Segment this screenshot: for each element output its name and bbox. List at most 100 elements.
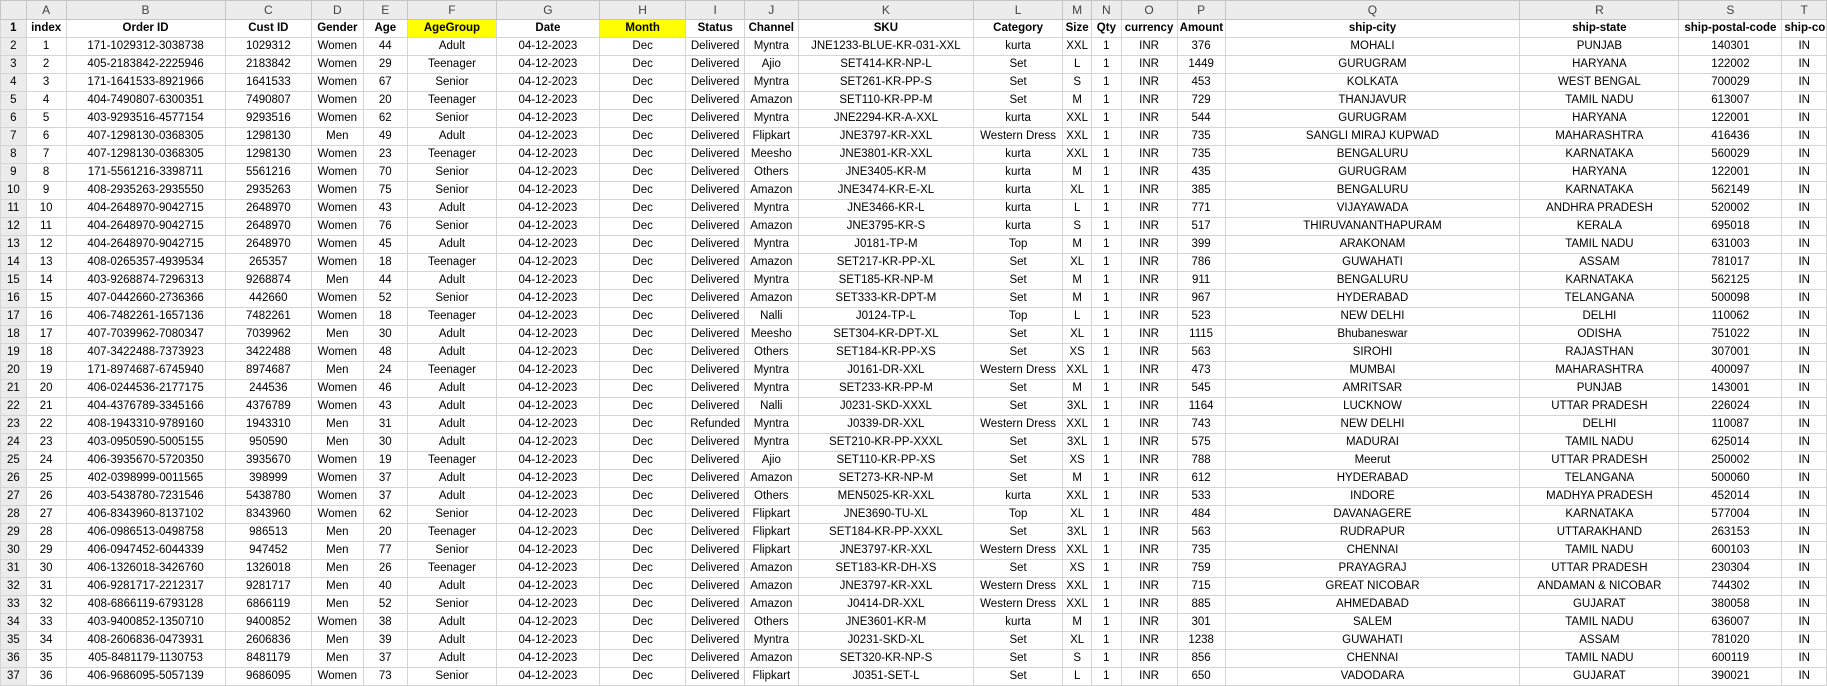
cell[interactable]: 407-1298130-0368305	[65, 127, 226, 146]
column-header-q[interactable]: Q	[1224, 0, 1521, 20]
row-number[interactable]: 29	[0, 523, 27, 542]
cell[interactable]: KARNATAKA	[1519, 181, 1680, 200]
cell[interactable]: 24	[362, 361, 409, 380]
cell[interactable]: TAMIL NADU	[1519, 235, 1680, 254]
cell[interactable]: Delivered	[685, 397, 745, 416]
cell[interactable]: SET184-KR-PP-XXXL	[797, 523, 975, 542]
cell[interactable]: 1449	[1176, 55, 1226, 74]
cell[interactable]: 9268874	[224, 271, 313, 290]
cell[interactable]: 62	[362, 505, 409, 524]
row-number[interactable]: 23	[0, 415, 27, 434]
cell[interactable]: IN	[1781, 127, 1827, 146]
cell[interactable]: XXL	[1062, 145, 1093, 164]
cell[interactable]: DELHI	[1519, 415, 1680, 434]
cell[interactable]: Women	[311, 379, 364, 398]
cell[interactable]: Delivered	[685, 523, 745, 542]
cell[interactable]: Myntra	[743, 433, 799, 452]
cell[interactable]: INR	[1120, 109, 1178, 128]
cell[interactable]: 171-1029312-3038738	[65, 37, 226, 56]
cell[interactable]: Dec	[598, 649, 687, 668]
cell[interactable]: 885	[1176, 595, 1226, 614]
cell[interactable]: 110062	[1678, 307, 1783, 326]
cell[interactable]: IN	[1781, 613, 1827, 632]
cell[interactable]: 04-12-2023	[495, 55, 600, 74]
cell[interactable]: 408-2606836-0473931	[65, 631, 226, 650]
cell[interactable]: VADODARA	[1224, 667, 1521, 686]
cell[interactable]: L	[1062, 55, 1093, 74]
cell[interactable]: 715	[1176, 577, 1226, 596]
cell[interactable]: Dec	[598, 199, 687, 218]
cell[interactable]: Dec	[598, 415, 687, 434]
cell[interactable]: S	[1062, 73, 1093, 92]
cell[interactable]: 30	[25, 559, 67, 578]
cell[interactable]: M	[1062, 289, 1093, 308]
cell[interactable]: IN	[1781, 145, 1827, 164]
column-header-p[interactable]: P	[1176, 0, 1226, 20]
cell[interactable]: HARYANA	[1519, 109, 1680, 128]
cell[interactable]: 7	[25, 145, 67, 164]
cell[interactable]: Bhubaneswar	[1224, 325, 1521, 344]
cell[interactable]: 171-5561216-3398711	[65, 163, 226, 182]
cell[interactable]: 986513	[224, 523, 313, 542]
cell[interactable]: Amazon	[743, 649, 799, 668]
cell[interactable]: Adult	[407, 487, 497, 506]
cell[interactable]: IN	[1781, 55, 1827, 74]
cell[interactable]: TAMIL NADU	[1519, 433, 1680, 452]
row-number[interactable]: 34	[0, 613, 27, 632]
column-header-e[interactable]: E	[362, 0, 409, 20]
cell[interactable]: Teenager	[407, 451, 497, 470]
cell[interactable]: 226024	[1678, 397, 1783, 416]
cell[interactable]: BENGALURU	[1224, 271, 1521, 290]
row-number[interactable]: 30	[0, 541, 27, 560]
cell[interactable]: Dec	[598, 307, 687, 326]
cell[interactable]: INR	[1120, 55, 1178, 74]
cell[interactable]: 1	[1091, 127, 1122, 146]
cell[interactable]: Amazon	[743, 217, 799, 236]
cell[interactable]: IN	[1781, 415, 1827, 434]
cell[interactable]: 26	[25, 487, 67, 506]
cell[interactable]: 6866119	[224, 595, 313, 614]
cell[interactable]: IN	[1781, 163, 1827, 182]
cell[interactable]: Others	[743, 163, 799, 182]
cell[interactable]: IN	[1781, 361, 1827, 380]
cell[interactable]: Adult	[407, 577, 497, 596]
cell[interactable]: Adult	[407, 127, 497, 146]
cell[interactable]: 744302	[1678, 577, 1783, 596]
cell[interactable]: Delivered	[685, 487, 745, 506]
cell[interactable]: INR	[1120, 199, 1178, 218]
cell[interactable]: XXL	[1062, 577, 1093, 596]
cell[interactable]: 62	[362, 109, 409, 128]
cell[interactable]: 04-12-2023	[495, 73, 600, 92]
cell[interactable]: 9400852	[224, 613, 313, 632]
row-number[interactable]: 17	[0, 307, 27, 326]
cell[interactable]: 04-12-2023	[495, 631, 600, 650]
cell[interactable]: 265357	[224, 253, 313, 272]
cell[interactable]: Women	[311, 289, 364, 308]
cell[interactable]: TAMIL NADU	[1519, 91, 1680, 110]
cell[interactable]: 20	[362, 523, 409, 542]
cell[interactable]: IN	[1781, 667, 1827, 686]
cell[interactable]: 04-12-2023	[495, 415, 600, 434]
row-number[interactable]: 33	[0, 595, 27, 614]
cell[interactable]: SANGLI MIRAJ KUPWAD	[1224, 127, 1521, 146]
cell[interactable]: 7482261	[224, 307, 313, 326]
cell[interactable]: GUJARAT	[1519, 595, 1680, 614]
cell[interactable]: 408-6866119-6793128	[65, 595, 226, 614]
cell[interactable]: 385	[1176, 181, 1226, 200]
cell[interactable]: IN	[1781, 271, 1827, 290]
cell[interactable]: INR	[1120, 37, 1178, 56]
cell[interactable]: 7490807	[224, 91, 313, 110]
header-cell[interactable]: Size	[1062, 19, 1093, 38]
cell[interactable]: 1298130	[224, 145, 313, 164]
cell[interactable]: IN	[1781, 91, 1827, 110]
cell[interactable]: Delivered	[685, 433, 745, 452]
cell[interactable]: Dec	[598, 469, 687, 488]
row-number[interactable]: 5	[0, 91, 27, 110]
cell[interactable]: Dec	[598, 127, 687, 146]
cell[interactable]: INR	[1120, 343, 1178, 362]
cell[interactable]: Delivered	[685, 613, 745, 632]
cell[interactable]: 563	[1176, 523, 1226, 542]
cell[interactable]: Women	[311, 343, 364, 362]
cell[interactable]: 25	[25, 469, 67, 488]
cell[interactable]: INR	[1120, 649, 1178, 668]
